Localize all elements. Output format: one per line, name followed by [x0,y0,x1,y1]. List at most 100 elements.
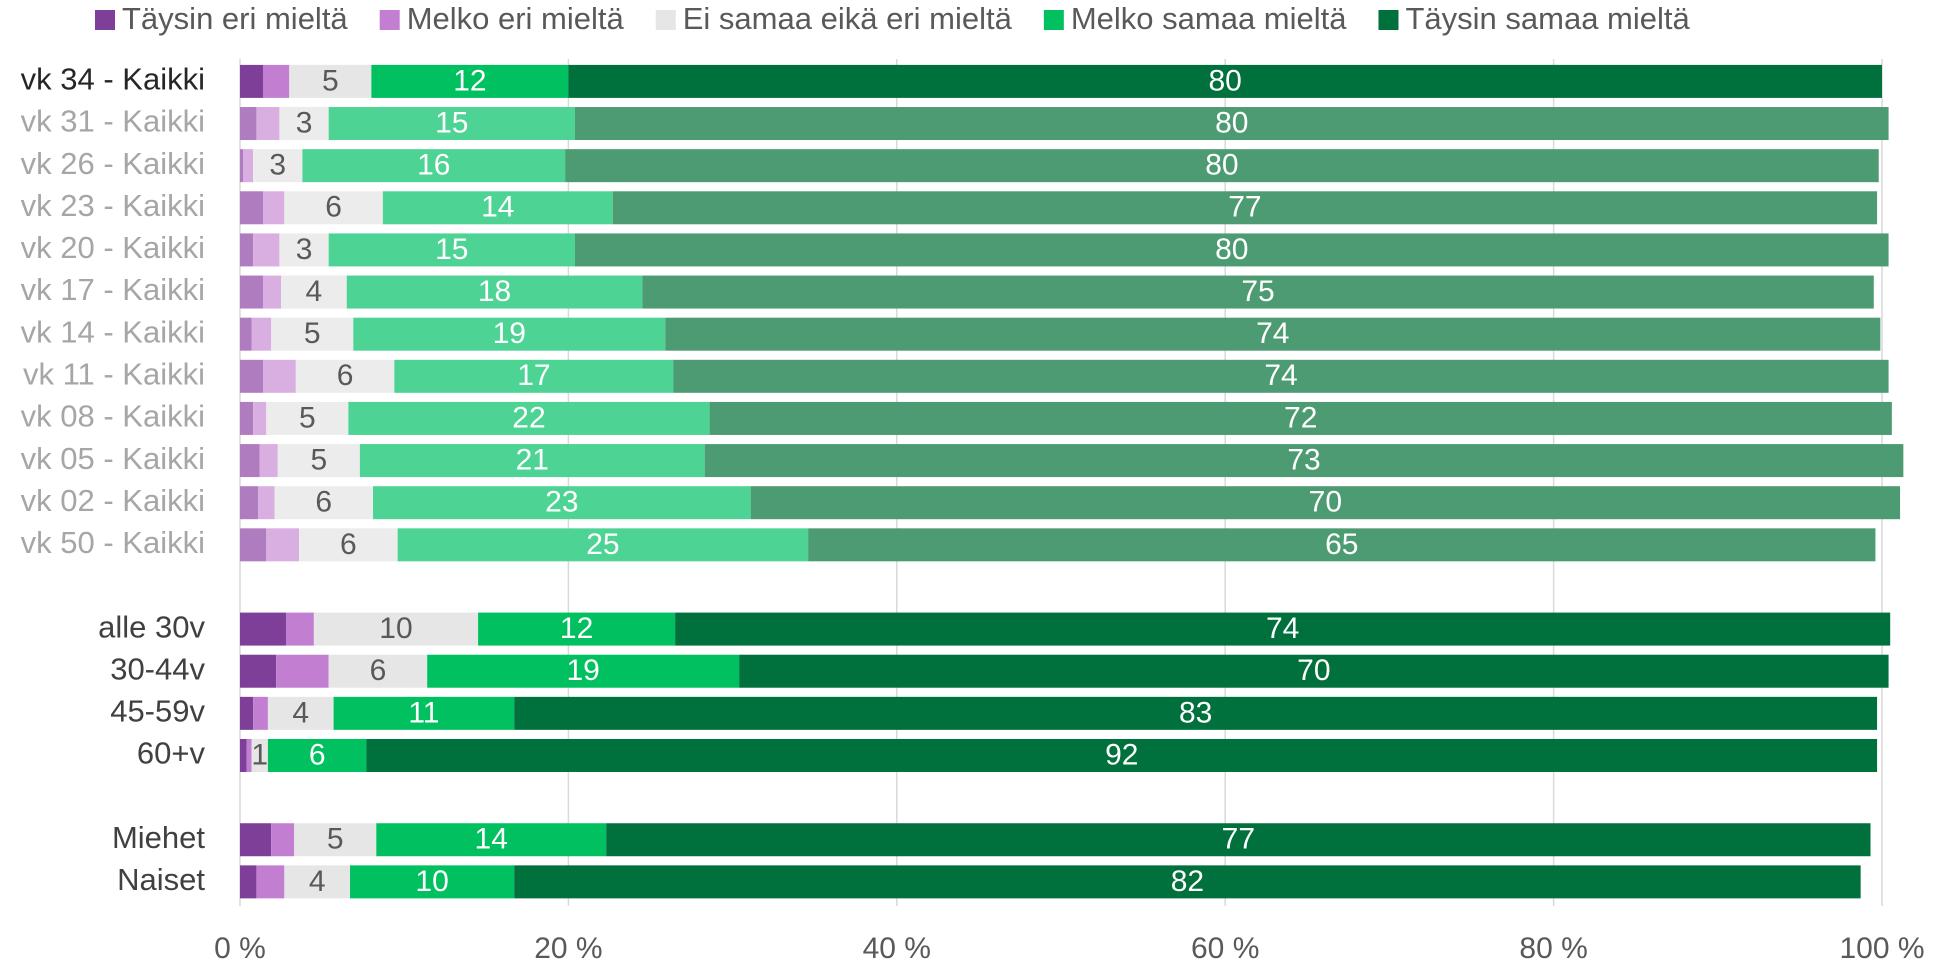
data-label: 74 [1264,359,1297,392]
bar-segment [376,823,607,857]
bar-segment [240,64,263,98]
y-tick-label: vk 14 - Kaikki [21,314,205,349]
bar-segment [328,654,428,688]
bar-segment [359,444,705,478]
data-label: 6 [309,738,326,771]
bar-segment [271,317,354,351]
data-label: 6 [315,486,332,519]
data-label: 14 [481,191,514,224]
bar-segment [262,359,296,393]
bar-segment [366,738,1878,772]
bar-segment [266,528,300,562]
legend-swatch [379,10,400,30]
bar-segment [673,359,1889,393]
bar-segment [394,359,674,393]
bar-segment [258,486,275,520]
data-label: 77 [1228,191,1261,224]
data-label: 5 [304,317,321,350]
data-label: 10 [415,865,448,898]
bar-segment [240,275,263,309]
data-label: 80 [1215,233,1248,266]
legend-label: Melko samaa mieltä [1071,1,1347,36]
bar-segment [240,233,254,267]
grid [239,59,1883,906]
data-label: 4 [306,275,323,308]
bar-segment [739,654,1889,688]
y-tick-label: vk 17 - Kaikki [21,272,205,307]
y-tick-label: vk 05 - Kaikki [21,441,205,476]
bar-segment [240,401,254,435]
bar-segment [253,149,303,183]
bar-segment [353,317,666,351]
bar-segment [266,401,349,435]
bar-segment [284,191,383,225]
bar-segment [240,317,252,351]
bar-segment [313,612,479,646]
x-tick-label: 80 % [1519,932,1587,965]
bar-segment [382,191,613,225]
bar-segment [251,738,268,772]
bar-segment [565,149,1879,183]
bar-segment [642,275,1874,309]
data-label: 4 [309,865,326,898]
bar-segment [514,865,1861,899]
bar-segment [274,486,374,520]
data-label: 10 [379,612,412,645]
data-label: 65 [1325,528,1358,561]
bar-segment [253,401,267,435]
y-tick-label: Naiset [117,862,205,897]
legend-swatch [1043,10,1064,30]
x-tick-label: 60 % [1191,932,1259,965]
data-label: 6 [370,654,387,687]
data-label: 18 [478,275,511,308]
data-label: 15 [435,106,468,139]
legend-swatch [655,10,676,30]
y-tick-label: vk 08 - Kaikki [21,399,205,434]
bar-segment [284,865,351,899]
data-label: 80 [1209,64,1242,97]
bar-segment [373,486,751,520]
bar-segment [251,317,272,351]
data-label: 73 [1287,443,1320,476]
bar-segment [397,528,809,562]
y-tick-label: Miehet [112,820,205,855]
y-tick-label: 45-59v [110,694,205,729]
y-tick-label: alle 30v [98,609,205,644]
data-label: 74 [1256,317,1289,350]
bar-segment [240,612,286,646]
bar-segment [294,823,377,857]
bar-segment [704,444,1904,478]
bar-segment [514,696,1878,730]
data-label: 25 [586,528,619,561]
data-label: 12 [560,612,593,645]
data-label: 3 [269,149,286,182]
x-tick-label: 100 % [1839,932,1924,965]
data-label: 74 [1266,612,1299,645]
bar-segment [240,696,254,730]
bar-segment [240,107,257,141]
data-label: 19 [566,654,599,687]
bar-segment [246,738,252,772]
bar-segment [285,612,314,646]
bar-segment [675,612,1891,646]
bar-segment [574,107,1889,141]
bar-segment [348,401,710,435]
bar-segment [240,865,257,899]
bar-segment [240,823,272,857]
data-label: 6 [325,191,342,224]
y-tick-label: vk 50 - Kaikki [21,525,205,560]
bar-segment [709,401,1892,435]
data-label: 21 [516,443,549,476]
y-tick-label: vk 02 - Kaikki [21,483,205,518]
bar-segment [262,191,285,225]
bar-segment [350,865,515,899]
y-tick-label: vk 26 - Kaikki [21,146,205,181]
data-label: 1 [251,738,268,771]
data-label: 14 [475,823,508,856]
bar-segment [240,654,277,688]
data-label: 82 [1171,865,1204,898]
bar-segment [267,696,334,730]
bar-segment [281,275,347,309]
y-tick-label: 30-44v [110,651,205,686]
bar-segment [240,486,259,520]
